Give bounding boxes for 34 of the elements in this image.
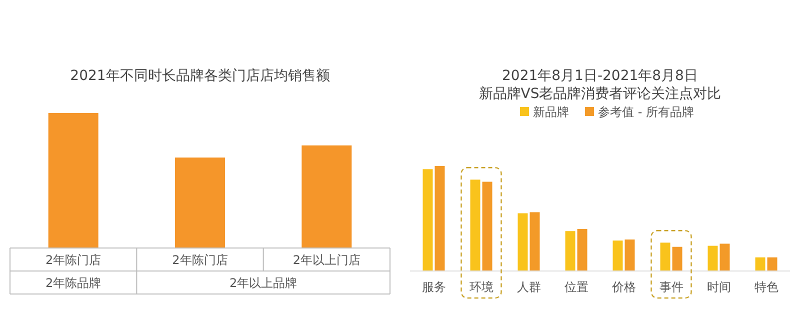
legend-label: 新品牌 xyxy=(533,105,569,119)
bar xyxy=(767,257,778,271)
legend-label: 参考值 - 所有品牌 xyxy=(598,105,694,119)
bar xyxy=(470,180,480,271)
x-tick-label: 特色 xyxy=(754,280,778,294)
bar xyxy=(434,166,445,271)
bar xyxy=(755,257,766,271)
chart-subtitle: 新品牌VS老品牌消费者评论关注点对比 xyxy=(478,86,722,102)
bar xyxy=(530,212,540,271)
x-tick-label: 2年以上门店 xyxy=(292,253,360,267)
x-tick-label: 2年陈门店 xyxy=(46,253,102,267)
x-tick-label: 环境 xyxy=(469,280,494,294)
bar xyxy=(422,169,433,271)
bar xyxy=(720,244,730,271)
bar xyxy=(612,240,623,271)
x-tick-label: 价格 xyxy=(610,280,636,294)
x-tick-label: 时间 xyxy=(706,280,731,294)
bar xyxy=(565,231,576,271)
x-tick-label: 事件 xyxy=(659,280,684,294)
chart-title: 2021年8月1日-2021年8月8日 xyxy=(502,68,698,84)
chart-title: 2021年不同时长品牌各类门店店均销售额 xyxy=(70,68,330,84)
bar xyxy=(577,229,588,271)
bar xyxy=(672,246,682,271)
x-tick-label: 位置 xyxy=(564,280,588,294)
bar xyxy=(624,240,635,271)
bar xyxy=(518,213,528,271)
bar xyxy=(708,246,718,271)
bar xyxy=(482,182,492,271)
x-tick-label: 2年陈门店 xyxy=(172,253,228,267)
bar xyxy=(660,242,670,271)
x-tick-label: 服务 xyxy=(422,280,446,294)
text: 2年以上品牌 xyxy=(230,276,298,290)
text: 2年陈品牌 xyxy=(46,276,102,290)
x-tick-label: 人群 xyxy=(516,280,541,294)
